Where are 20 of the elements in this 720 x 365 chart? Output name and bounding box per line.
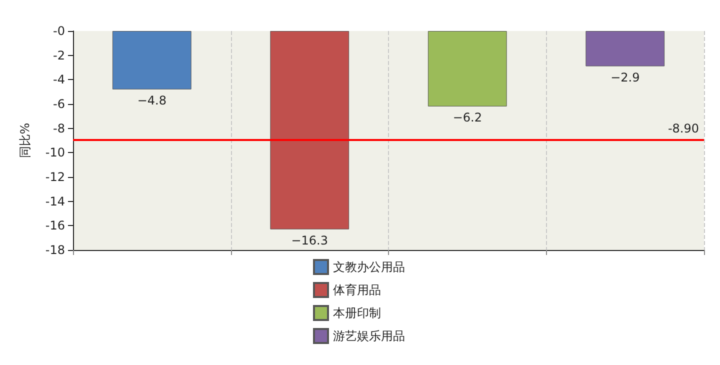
y-tick-label: -8 — [53, 121, 65, 136]
y-tick-label: -6 — [53, 97, 65, 111]
y-tick-label: -0 — [53, 24, 65, 38]
legend-label: 体育用品 — [333, 283, 381, 297]
y-tick-label: -14 — [45, 194, 65, 208]
y-tick-label: -16 — [45, 218, 65, 233]
data-label: −6.2 — [452, 110, 482, 124]
y-tick-label: -10 — [45, 146, 65, 160]
y-tick-label: -18 — [45, 243, 65, 257]
y-tick-label: -4 — [53, 72, 65, 87]
legend-label: 文教办公用品 — [333, 260, 405, 274]
data-label: −4.8 — [137, 93, 166, 108]
ref-line-label: -8.90 — [668, 121, 699, 136]
legend-label: 本册印制 — [333, 306, 381, 320]
y-tick-label: -2 — [53, 48, 65, 62]
data-label: −16.3 — [291, 233, 328, 248]
y-axis-title: 同比% — [18, 122, 32, 158]
legend-label: 游艺娱乐用品 — [333, 329, 405, 343]
data-label: −2.9 — [610, 70, 640, 84]
y-tick-label: -12 — [45, 170, 65, 184]
